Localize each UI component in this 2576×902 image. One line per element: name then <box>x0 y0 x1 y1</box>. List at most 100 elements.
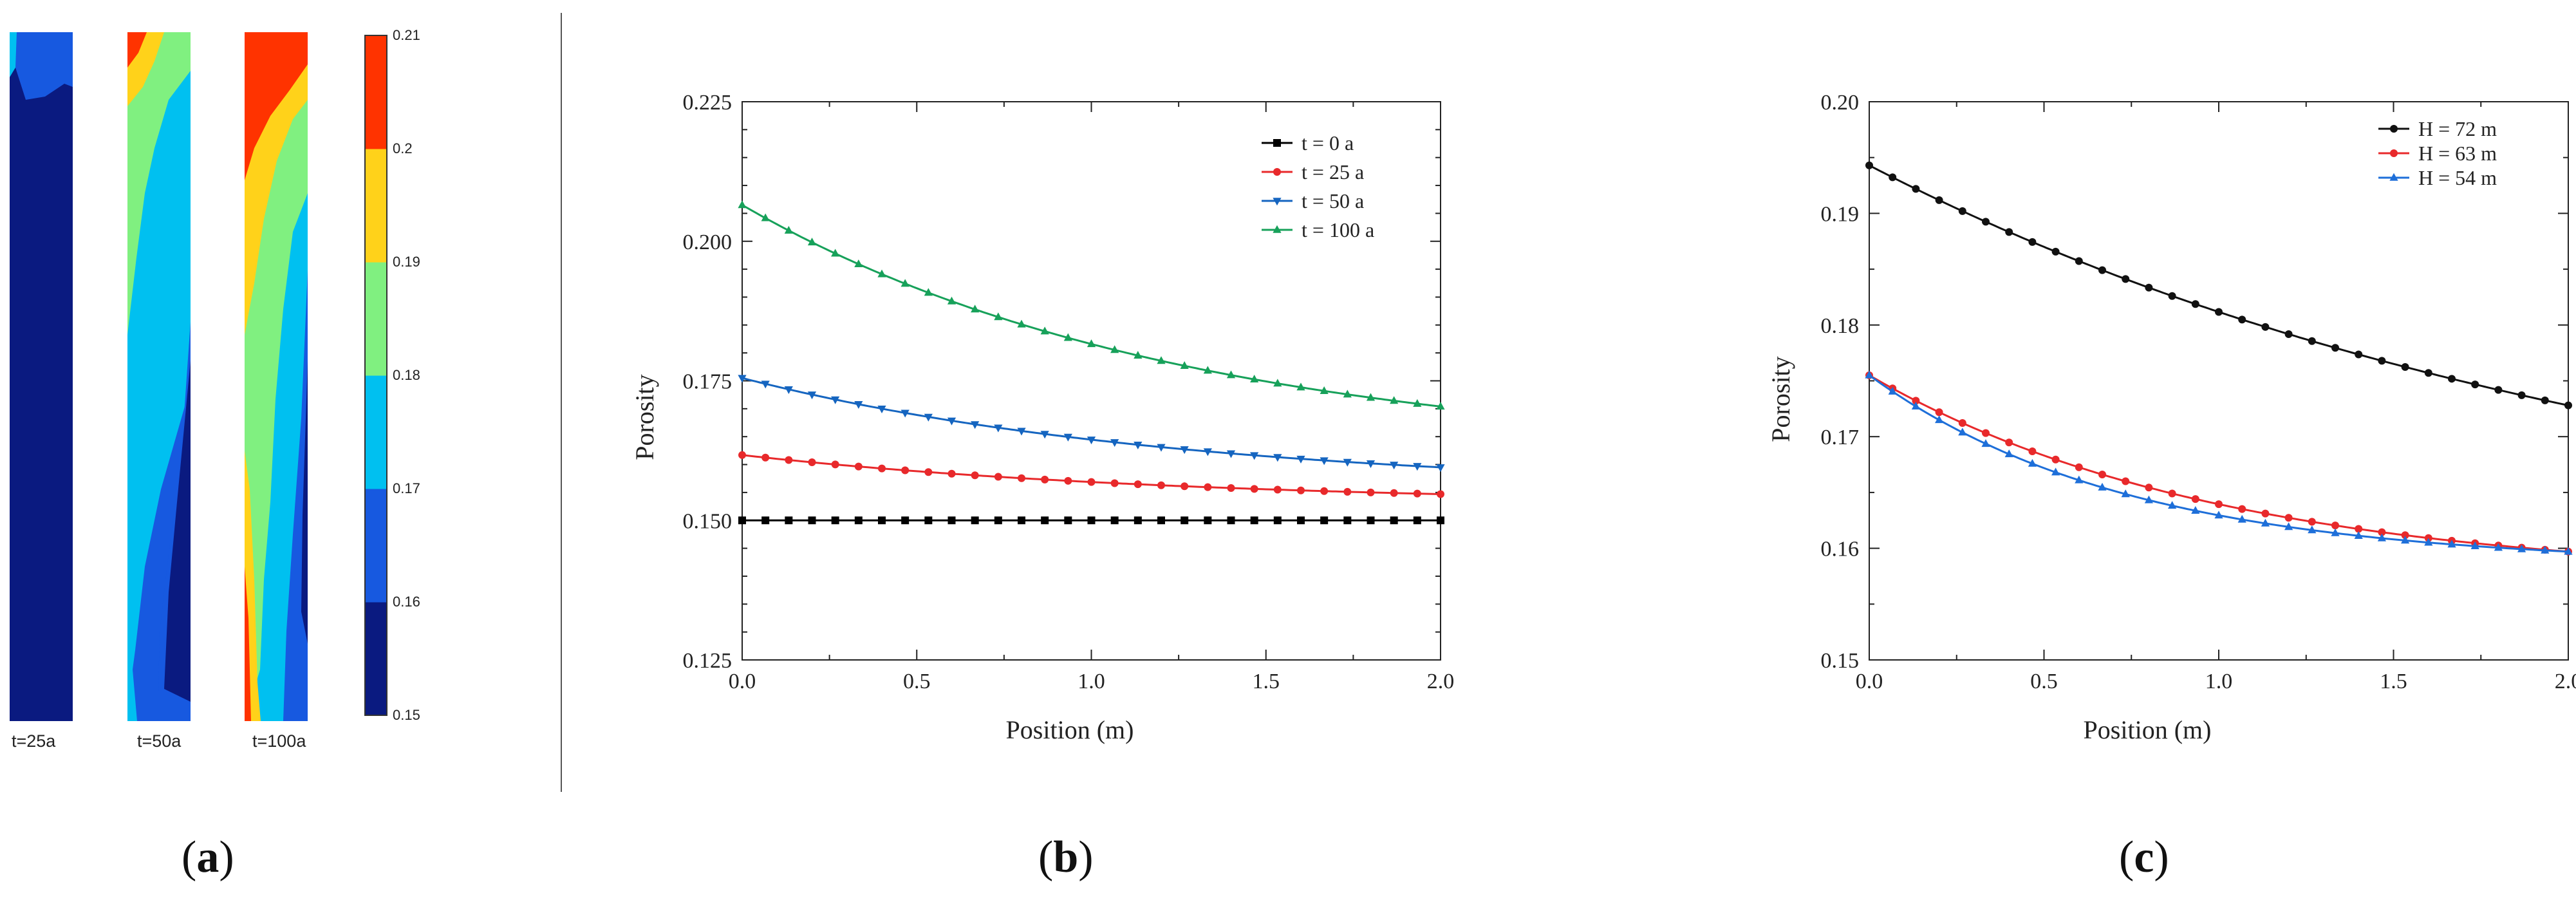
colorbar-band <box>365 149 387 263</box>
chart-c-tick-labels: 0.0 0.5 1.0 1.5 2.0 0.15 0.16 0.17 0.18 0.19 0.20 <box>1821 91 2576 693</box>
data-point <box>738 200 747 209</box>
data-point <box>2122 275 2130 283</box>
data-point <box>924 516 933 525</box>
data-point <box>1911 402 1920 410</box>
data-point <box>2494 543 2503 551</box>
data-point <box>808 516 816 525</box>
data-point <box>785 456 793 464</box>
data-point <box>1390 489 1398 497</box>
data-point <box>901 466 910 474</box>
chart-b-x-label: Position (m) <box>1006 715 1134 744</box>
colorbar-band <box>365 489 387 603</box>
data-point <box>2390 125 2398 133</box>
data-point <box>994 473 1002 481</box>
contour-column-t100 <box>245 32 308 721</box>
data-point <box>1040 326 1049 335</box>
series-line <box>1869 374 2569 553</box>
data-point <box>2261 518 2270 527</box>
data-point <box>854 401 863 409</box>
data-point <box>1227 484 1235 493</box>
plot-frame <box>742 101 1441 661</box>
data-point <box>785 516 793 525</box>
data-point <box>1413 489 1421 498</box>
colorbar: 0.21 0.2 0.19 0.18 0.17 0.16 0.15 <box>364 27 420 723</box>
colorbar-band <box>365 602 387 716</box>
y-tick-label: 0.15 <box>1821 649 1860 673</box>
data-point <box>1297 486 1305 494</box>
data-point <box>761 453 770 462</box>
chart-c-legend: H = 72 mH = 63 mH = 54 m <box>2378 117 2497 189</box>
data-point <box>1958 207 1966 215</box>
data-point <box>1134 516 1142 525</box>
contour-caption-t50: t=50a <box>137 731 182 751</box>
data-point <box>877 405 886 413</box>
data-point <box>1935 408 1943 417</box>
data-point <box>1273 198 1282 206</box>
data-point <box>1134 441 1143 449</box>
data-point <box>2517 544 2526 552</box>
data-point <box>854 462 863 471</box>
data-point <box>1343 516 1352 525</box>
y-tick-label: 0.200 <box>683 230 733 254</box>
data-point <box>1865 161 1873 169</box>
data-point <box>1087 478 1096 486</box>
data-point <box>1390 516 1398 525</box>
colorbar-tick-label: 0.2 <box>393 140 413 156</box>
data-point <box>2168 292 2176 300</box>
data-point <box>1320 386 1329 394</box>
data-point <box>2028 238 2037 246</box>
data-point <box>1320 487 1329 495</box>
legend-label: H = 63 m <box>2418 142 2497 165</box>
legend-label: t = 25 a <box>1302 160 1364 183</box>
data-point <box>1041 475 1049 484</box>
series-line <box>1869 164 2569 407</box>
line-chart-b: 0.0 0.5 1.0 1.5 2.0 0.125 0.150 0.175 0.200 0.225… <box>630 91 1454 744</box>
data-point <box>2215 308 2223 316</box>
data-point <box>901 279 910 287</box>
data-point <box>1181 516 1189 525</box>
y-tick-label: 0.150 <box>683 509 733 533</box>
data-point <box>2098 482 2107 491</box>
data-point <box>1018 516 1025 525</box>
data-point <box>1367 488 1375 496</box>
data-point <box>1982 429 1990 437</box>
data-point <box>2308 518 2316 526</box>
contour-caption-t25: t=25a <box>12 731 56 751</box>
data-point <box>2390 149 2398 157</box>
data-point <box>1935 196 1943 204</box>
data-point <box>1912 185 1920 193</box>
y-tick-label: 0.20 <box>1821 91 1860 115</box>
data-point <box>1343 458 1352 467</box>
x-tick-label: 0.0 <box>1856 670 1883 693</box>
data-point <box>1436 402 1445 410</box>
data-point <box>2470 541 2479 550</box>
data-point <box>2284 522 2293 531</box>
contour-panel: t=25a t=50a t=100a <box>10 32 308 751</box>
chart-b-tick-labels: 0.0 0.5 1.0 1.5 2.0 0.125 0.150 0.175 0.200 0.225 <box>683 91 1455 693</box>
data-point <box>1110 345 1119 353</box>
data-point <box>2075 475 2084 484</box>
data-point <box>1413 516 1421 525</box>
legend-label: t = 0 a <box>1302 131 1354 155</box>
data-point <box>1865 370 1874 379</box>
data-point <box>1110 439 1119 447</box>
data-point <box>854 259 863 267</box>
data-point <box>1981 439 1990 447</box>
data-point <box>2284 514 2293 522</box>
panel-label-c: (c) <box>2119 832 2169 882</box>
data-point <box>1203 448 1212 456</box>
data-point <box>2355 525 2363 533</box>
data-point <box>2517 391 2526 399</box>
legend-label: H = 54 m <box>2418 166 2497 189</box>
series-4 <box>738 200 1445 410</box>
data-point <box>1273 225 1282 233</box>
data-point <box>2237 514 2246 523</box>
colorbar-band <box>365 35 387 149</box>
contour-caption-t100: t=100a <box>252 731 306 751</box>
data-point <box>2238 315 2246 324</box>
data-point <box>924 468 933 476</box>
data-point <box>1888 386 1897 395</box>
data-point <box>2191 506 2200 514</box>
data-point <box>994 424 1003 433</box>
data-point <box>994 516 1002 525</box>
